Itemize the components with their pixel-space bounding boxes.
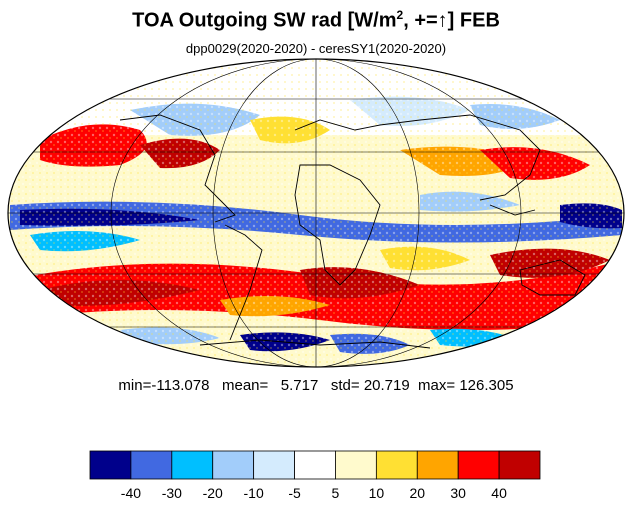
title-suffix: , +=↑] FEB bbox=[403, 9, 500, 32]
plot-title: TOA Outgoing SW rad [W/m2, +=↑] FEB bbox=[0, 8, 632, 33]
title-superscript: 2 bbox=[396, 8, 404, 22]
coastlines bbox=[119, 114, 586, 349]
colorbar-tick-label: -20 bbox=[203, 485, 223, 501]
colorbar-tick-label: 40 bbox=[491, 485, 507, 501]
colorbar-box bbox=[253, 450, 295, 480]
plot-subtitle: dpp0029(2020-2020) - ceresSY1(2020-2020) bbox=[185, 41, 447, 56]
colorbar-tick-label: -10 bbox=[244, 485, 264, 501]
colorbar-box bbox=[375, 450, 418, 480]
colorbar-box bbox=[130, 450, 173, 480]
colorbar-tick-label: 10 bbox=[369, 485, 385, 501]
title-main: TOA Outgoing SW rad [W/m bbox=[132, 9, 397, 32]
statistics-line: min=-113.078 mean= 5.717 std= 20.719 max… bbox=[0, 377, 632, 394]
mean-label: mean= bbox=[221, 377, 269, 394]
colorbar-box bbox=[335, 450, 377, 480]
globe-border bbox=[7, 58, 625, 368]
colorbar-box bbox=[89, 450, 132, 480]
colorbar-tick-label: -40 bbox=[121, 485, 141, 501]
colorbar-tick-label: -5 bbox=[288, 485, 301, 501]
min-value: -113.078 bbox=[151, 377, 210, 394]
colorbar-box bbox=[294, 450, 336, 480]
colorbar-box bbox=[212, 450, 255, 480]
std-label: std= bbox=[330, 377, 360, 394]
std-value: 20.719 bbox=[363, 377, 410, 394]
max-value: 126.305 bbox=[459, 377, 514, 394]
mean-value: 5.717 bbox=[280, 377, 319, 394]
max-label: max= bbox=[418, 377, 456, 394]
colorbar-box bbox=[171, 450, 214, 480]
colorbar-tick-label: -30 bbox=[162, 485, 182, 501]
colorbar-tick-label: 30 bbox=[450, 485, 466, 501]
mollweide-map bbox=[7, 58, 625, 368]
colorbar-box bbox=[457, 450, 500, 480]
min-label: min= bbox=[118, 377, 152, 394]
colorbar-box bbox=[498, 450, 541, 480]
colorbar-box bbox=[416, 450, 459, 480]
colorbar-tick-label: 20 bbox=[409, 485, 425, 501]
colorbar-tick-label: 5 bbox=[332, 485, 340, 501]
